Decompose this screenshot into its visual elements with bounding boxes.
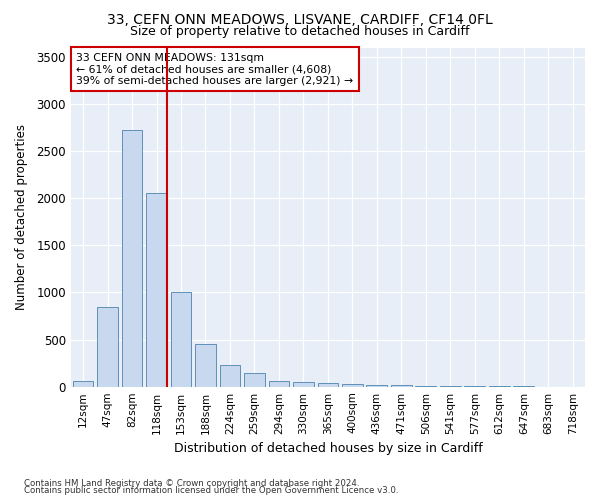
Bar <box>269 380 289 386</box>
Text: Contains public sector information licensed under the Open Government Licence v3: Contains public sector information licen… <box>24 486 398 495</box>
Text: 33 CEFN ONN MEADOWS: 131sqm
← 61% of detached houses are smaller (4,608)
39% of : 33 CEFN ONN MEADOWS: 131sqm ← 61% of det… <box>76 52 353 86</box>
Bar <box>342 384 363 386</box>
Bar <box>367 385 387 386</box>
Bar <box>73 382 94 386</box>
Bar <box>317 384 338 386</box>
Text: 33, CEFN ONN MEADOWS, LISVANE, CARDIFF, CF14 0FL: 33, CEFN ONN MEADOWS, LISVANE, CARDIFF, … <box>107 12 493 26</box>
Text: Size of property relative to detached houses in Cardiff: Size of property relative to detached ho… <box>130 25 470 38</box>
Bar <box>244 373 265 386</box>
Bar <box>170 292 191 386</box>
Bar <box>146 192 167 386</box>
Y-axis label: Number of detached properties: Number of detached properties <box>15 124 28 310</box>
Bar <box>293 382 314 386</box>
Bar <box>97 306 118 386</box>
Bar <box>220 365 241 386</box>
Bar <box>122 130 142 386</box>
Text: Contains HM Land Registry data © Crown copyright and database right 2024.: Contains HM Land Registry data © Crown c… <box>24 478 359 488</box>
Bar <box>195 344 216 387</box>
X-axis label: Distribution of detached houses by size in Cardiff: Distribution of detached houses by size … <box>173 442 482 455</box>
